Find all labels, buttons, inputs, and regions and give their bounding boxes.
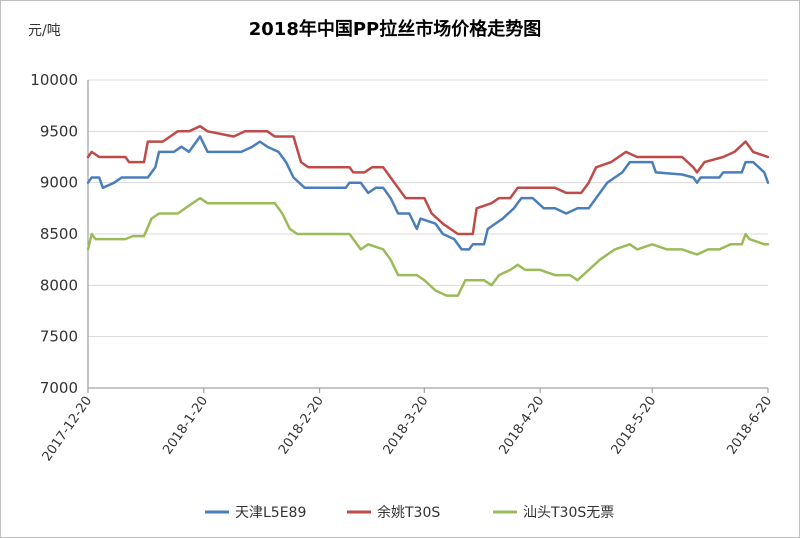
series-line-0 (86, 135, 770, 251)
y-tick-label: 7500 (40, 328, 78, 346)
y-tick-label: 10000 (30, 71, 78, 89)
y-tick-label: 8500 (40, 225, 78, 243)
chart-title: 2018年中国PP拉丝市场价格走势图 (249, 18, 541, 40)
series-lines (86, 124, 770, 297)
legend-item-0: 天津L5E89 (205, 505, 306, 521)
y-tick-label: 9000 (40, 174, 78, 192)
y-tick-label: 8000 (40, 276, 78, 294)
y-tick-label: 9500 (40, 122, 78, 140)
legend-label: 天津L5E89 (235, 505, 306, 521)
legend: 天津L5E89 余姚T30S 汕头T30S无票 (205, 504, 614, 521)
series-line-2 (86, 196, 770, 297)
axes (87, 80, 768, 389)
y-axis-unit-label: 元/吨 (28, 23, 61, 39)
legend-item-2: 汕头T30S无票 (493, 505, 614, 521)
legend-label: 汕头T30S无票 (523, 505, 614, 521)
series-line-1 (86, 124, 770, 236)
legend-item-1: 余姚T30S (347, 504, 440, 521)
legend-label: 余姚T30S (377, 504, 440, 521)
grid-lines (88, 79, 768, 338)
y-tick-label: 7000 (40, 379, 78, 397)
y-tick-labels: 7000 7500 8000 8500 9000 9500 10000 (30, 71, 78, 397)
